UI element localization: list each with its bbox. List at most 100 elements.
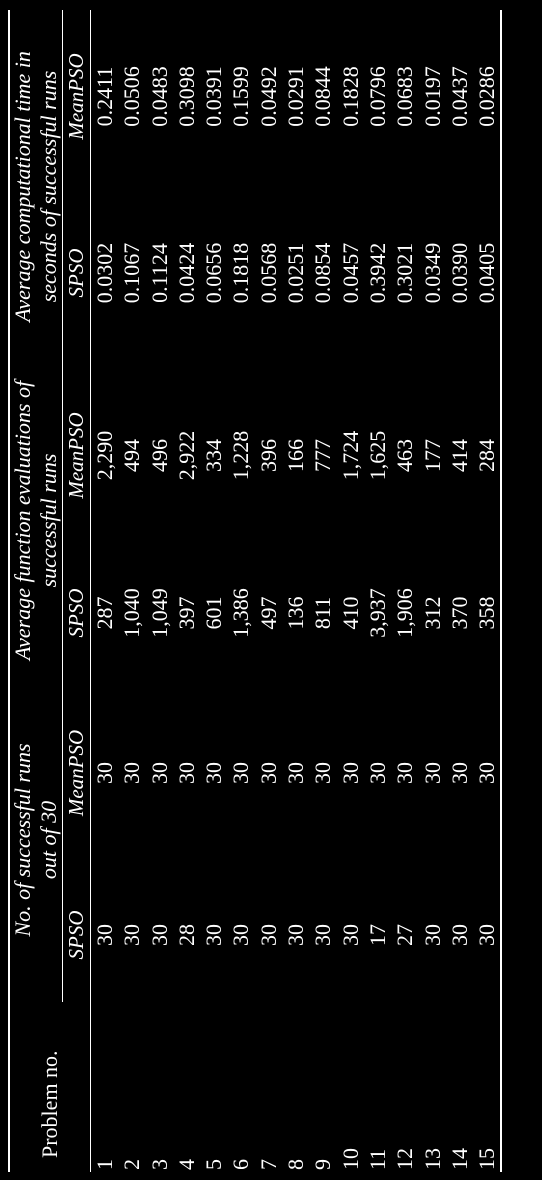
evals-meanpso-cell: 396 xyxy=(255,439,281,472)
evals-spso-cell: 1,049 xyxy=(146,588,172,638)
time-spso-cell: 0.0656 xyxy=(201,242,227,304)
table-row: 12 27 30 1,906 463 0.3021 0.0683 xyxy=(391,10,418,1172)
evals-spso-cell: 811 xyxy=(310,596,336,630)
time-meanpso-cell: 0.0291 xyxy=(283,66,309,127)
time-meanpso-cell: 0.0391 xyxy=(201,66,227,127)
group-header-runs: No. of successful runs out of 30 xyxy=(9,678,63,1002)
runs-spso-cell: 27 xyxy=(392,924,418,946)
runs-spso-cell: 30 xyxy=(255,924,281,946)
time-spso-cell: 0.0457 xyxy=(337,242,363,304)
evals-spso-cell: 312 xyxy=(419,596,445,630)
time-spso-cell: 0.1124 xyxy=(146,243,172,303)
evals-meanpso-cell: 494 xyxy=(119,439,145,472)
evals-spso-cell: 1,906 xyxy=(392,588,418,638)
time-spso-cell: 0.0424 xyxy=(173,242,199,304)
time-meanpso-cell: 0.0437 xyxy=(446,66,472,127)
evals-meanpso-cell: 2,290 xyxy=(92,430,117,481)
table-row: 6 30 30 1,386 1,228 0.1818 0.1599 xyxy=(227,10,254,1172)
evals-meanpso-cell: 496 xyxy=(146,439,172,472)
time-meanpso-cell: 0.0492 xyxy=(255,66,281,127)
runs-meanpso-cell: 30 xyxy=(446,762,472,784)
time-meanpso-cell: 0.0796 xyxy=(364,66,390,127)
runs-spso-cell: 17 xyxy=(364,924,390,946)
problem-no-cell: 10 xyxy=(337,1148,363,1170)
time-meanpso-cell: 0.3098 xyxy=(173,66,199,127)
runs-meanpso-cell: 30 xyxy=(392,762,418,784)
problem-no-cell: 13 xyxy=(419,1148,445,1170)
time-meanpso-cell: 0.0506 xyxy=(119,66,145,127)
evals-spso-cell: 136 xyxy=(283,596,309,630)
evals-spso-cell: 370 xyxy=(446,596,472,630)
runs-spso-cell: 30 xyxy=(119,924,145,946)
evals-meanpso-cell: 1,625 xyxy=(364,430,390,481)
group-header-time: Average computational time in seconds of… xyxy=(9,10,63,363)
group-header-evaluations: Average function evaluations of successf… xyxy=(9,363,63,678)
evals-spso-cell: 287 xyxy=(92,596,117,630)
time-spso-cell: 0.3942 xyxy=(364,242,390,304)
evals-spso-cell: 601 xyxy=(201,596,227,630)
table-row: 15 30 30 358 284 0.0405 0.0286 xyxy=(473,10,501,1172)
table-row: 4 28 30 397 2,922 0.0424 0.3098 xyxy=(173,10,200,1172)
evals-meanpso-cell: 2,922 xyxy=(173,430,199,481)
evals-spso-cell: 397 xyxy=(173,596,199,630)
runs-spso-cell: 30 xyxy=(228,924,254,946)
time-meanpso-cell: 0.0286 xyxy=(474,66,500,127)
runs-spso-cell: 30 xyxy=(446,924,472,946)
runs-meanpso-cell: 30 xyxy=(255,762,281,784)
evals-meanpso-cell: 414 xyxy=(446,439,472,472)
runs-meanpso-cell: 30 xyxy=(201,762,227,784)
time-spso-cell: 0.0390 xyxy=(446,242,472,304)
evals-meanpso-cell: 334 xyxy=(201,439,227,472)
group-header-line2: successful runs xyxy=(36,453,61,588)
group-header-line2: seconds of successful runs xyxy=(36,70,61,303)
problem-no-cell: 14 xyxy=(446,1148,472,1170)
runs-spso-cell: 30 xyxy=(310,924,336,946)
problem-no-cell: 1 xyxy=(92,1159,117,1170)
problem-no-cell: 8 xyxy=(283,1159,309,1170)
table-row: 13 30 30 312 177 0.0349 0.0197 xyxy=(419,10,446,1172)
subcol-spso: SPSO xyxy=(62,183,91,363)
time-meanpso-cell: 0.2411 xyxy=(92,66,117,127)
runs-spso-cell: 30 xyxy=(283,924,309,946)
runs-meanpso-cell: 30 xyxy=(92,762,117,784)
time-spso-cell: 0.0568 xyxy=(255,242,281,304)
time-spso-cell: 0.0349 xyxy=(419,242,445,304)
problem-no-cell: 6 xyxy=(228,1159,254,1170)
time-spso-cell: 0.0405 xyxy=(474,242,500,304)
evals-spso-cell: 410 xyxy=(337,596,363,630)
evals-meanpso-cell: 1,724 xyxy=(337,430,363,481)
runs-meanpso-cell: 30 xyxy=(119,762,145,784)
time-spso-cell: 0.0251 xyxy=(283,242,309,304)
problem-no-cell: 5 xyxy=(201,1159,227,1170)
evals-meanpso-cell: 777 xyxy=(310,439,336,472)
problem-no-header: Problem no. xyxy=(37,1050,62,1158)
runs-meanpso-cell: 30 xyxy=(228,762,254,784)
problem-no-cell: 11 xyxy=(364,1148,390,1170)
time-spso-cell: 0.1818 xyxy=(228,242,254,304)
table-row: 8 30 30 136 166 0.0251 0.0291 xyxy=(282,10,309,1172)
runs-meanpso-cell: 30 xyxy=(146,762,172,784)
subcol-meanpso: MeanPSO xyxy=(62,10,91,183)
time-meanpso-cell: 0.0683 xyxy=(392,66,418,127)
runs-meanpso-cell: 30 xyxy=(283,762,309,784)
problem-no-cell: 4 xyxy=(173,1159,199,1170)
subcol-meanpso: MeanPSO xyxy=(62,678,91,868)
subcol-spso: SPSO xyxy=(62,868,91,1002)
evals-spso-cell: 497 xyxy=(255,596,281,630)
group-header-line1: Average computational time in xyxy=(10,51,35,322)
time-spso-cell: 0.0854 xyxy=(310,242,336,304)
runs-meanpso-cell: 30 xyxy=(173,762,199,784)
table-row: 11 17 30 3,937 1,625 0.3942 0.0796 xyxy=(364,10,391,1172)
evals-spso-cell: 1,386 xyxy=(228,588,254,638)
runs-meanpso-cell: 30 xyxy=(364,762,390,784)
runs-spso-cell: 30 xyxy=(419,924,445,946)
table-row: 14 30 30 370 414 0.0390 0.0437 xyxy=(446,10,473,1172)
table-row: 2 30 30 1,040 494 0.1067 0.0506 xyxy=(118,10,145,1172)
runs-spso-cell: 30 xyxy=(92,924,117,946)
problem-no-cell: 3 xyxy=(146,1159,172,1170)
problem-no-cell: 7 xyxy=(255,1159,281,1170)
evals-meanpso-cell: 1,228 xyxy=(228,430,254,481)
runs-meanpso-cell: 30 xyxy=(474,762,500,784)
runs-spso-cell: 28 xyxy=(173,924,199,946)
runs-meanpso-cell: 30 xyxy=(310,762,336,784)
